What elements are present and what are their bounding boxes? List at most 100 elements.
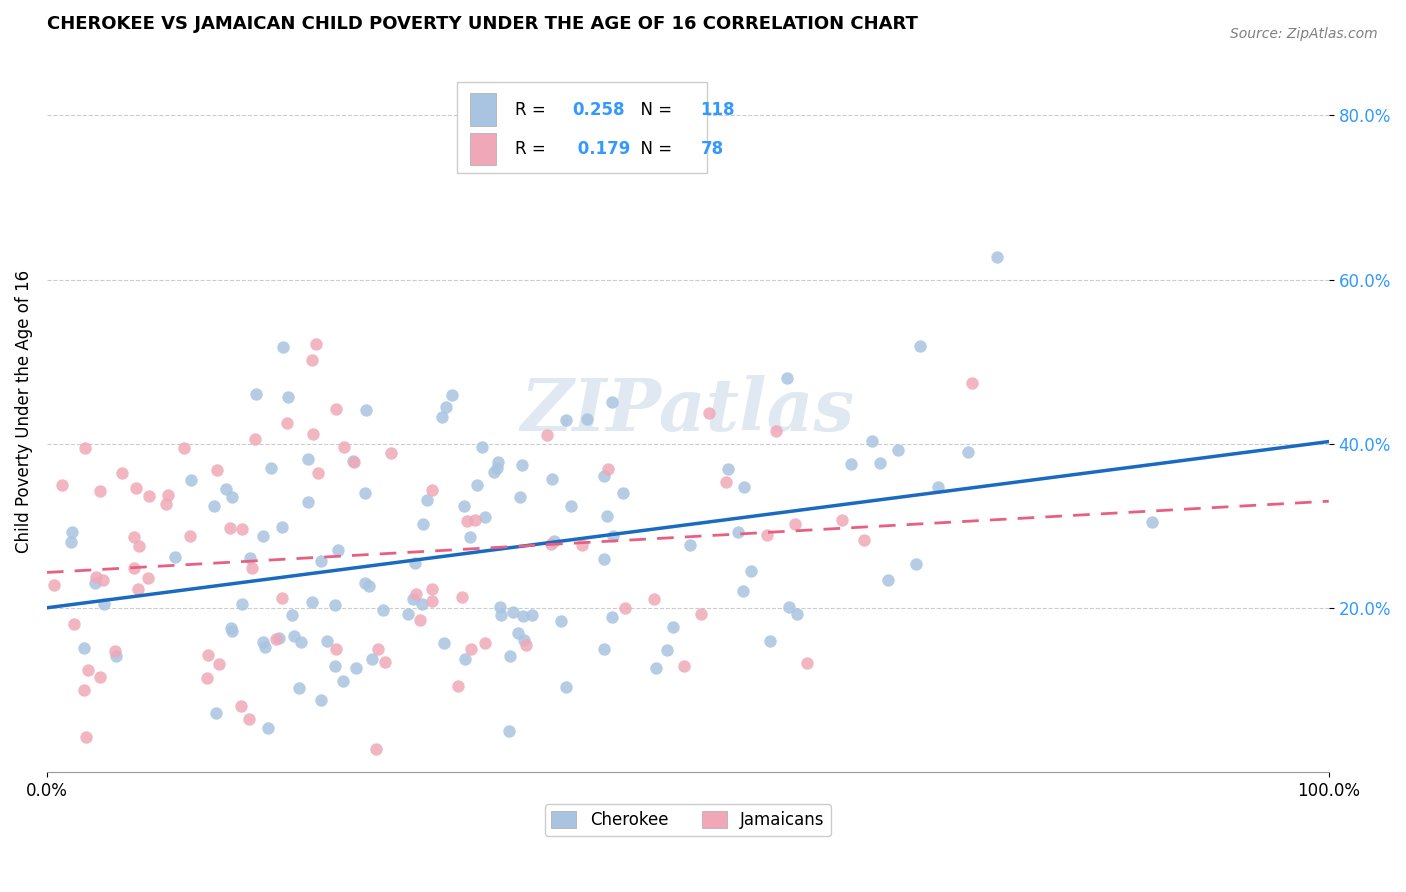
Point	[910, 338, 932, 352]
Point	[252, 634, 274, 648]
Text: 0.179: 0.179	[572, 141, 631, 159]
Point	[727, 524, 749, 539]
Text: N =: N =	[630, 101, 678, 119]
Point	[484, 465, 506, 479]
Point	[740, 564, 762, 578]
Point	[420, 594, 443, 608]
Point	[513, 632, 536, 647]
Point	[612, 486, 634, 500]
Point	[430, 409, 453, 424]
Point	[157, 488, 180, 502]
Point	[239, 551, 262, 566]
Point	[219, 621, 242, 635]
Point	[221, 624, 243, 639]
Point	[956, 445, 979, 459]
Text: N =: N =	[630, 141, 678, 159]
Point	[471, 440, 494, 454]
Point	[202, 499, 225, 513]
Point	[498, 724, 520, 739]
Point	[412, 517, 434, 532]
Point	[614, 600, 637, 615]
Point	[60, 524, 83, 539]
Point	[138, 489, 160, 503]
Point	[73, 640, 96, 655]
Point	[238, 712, 260, 726]
Point	[165, 550, 187, 565]
Point	[486, 455, 509, 469]
Point	[456, 514, 478, 528]
Point	[1140, 515, 1163, 529]
Point	[474, 636, 496, 650]
Point	[520, 608, 543, 623]
Point	[325, 659, 347, 673]
Point	[354, 403, 377, 417]
Point	[221, 490, 243, 504]
Point	[269, 631, 291, 645]
Point	[353, 486, 375, 500]
Point	[307, 466, 329, 480]
Point	[661, 620, 683, 634]
Point	[453, 500, 475, 514]
Point	[733, 480, 755, 494]
Point	[301, 352, 323, 367]
Point	[986, 250, 1008, 264]
Point	[447, 679, 470, 693]
Point	[124, 530, 146, 544]
Point	[775, 371, 797, 385]
Point	[434, 400, 457, 414]
Point	[432, 636, 454, 650]
Point	[42, 578, 65, 592]
Point	[219, 521, 242, 535]
Point	[84, 570, 107, 584]
Point	[441, 388, 464, 402]
Point	[853, 533, 876, 548]
Text: R =: R =	[515, 101, 551, 119]
Point	[301, 595, 323, 609]
Point	[510, 458, 533, 472]
Point	[77, 664, 100, 678]
Point	[860, 434, 883, 448]
Point	[309, 554, 332, 568]
Point	[256, 722, 278, 736]
Point	[576, 412, 599, 426]
Point	[785, 517, 807, 532]
Point	[344, 661, 367, 675]
Point	[252, 529, 274, 543]
Point	[460, 641, 482, 656]
Point	[325, 642, 347, 657]
Point	[93, 597, 115, 611]
Bar	[470, 133, 495, 165]
Point	[297, 495, 319, 509]
Point	[717, 462, 740, 476]
Point	[374, 655, 396, 669]
Point	[195, 671, 218, 685]
Point	[179, 529, 201, 543]
Point	[264, 632, 287, 646]
Point	[288, 681, 311, 695]
Point	[111, 466, 134, 480]
Point	[759, 633, 782, 648]
Point	[509, 490, 531, 504]
Point	[208, 657, 231, 671]
Point	[420, 582, 443, 596]
Point	[962, 376, 984, 390]
Point	[489, 599, 512, 614]
Point	[396, 607, 419, 621]
Point	[690, 607, 713, 622]
Point	[600, 610, 623, 624]
Point	[831, 513, 853, 527]
Point	[904, 557, 927, 571]
Point	[326, 543, 349, 558]
Point	[697, 406, 720, 420]
Point	[454, 652, 477, 666]
Point	[499, 648, 522, 663]
Point	[555, 413, 578, 427]
Point	[357, 579, 380, 593]
Point	[91, 573, 114, 587]
Point	[593, 468, 616, 483]
Y-axis label: Child Poverty Under the Age of 16: Child Poverty Under the Age of 16	[15, 269, 32, 552]
Point	[75, 441, 97, 455]
Point	[679, 538, 702, 552]
Point	[554, 680, 576, 694]
Point	[332, 673, 354, 688]
